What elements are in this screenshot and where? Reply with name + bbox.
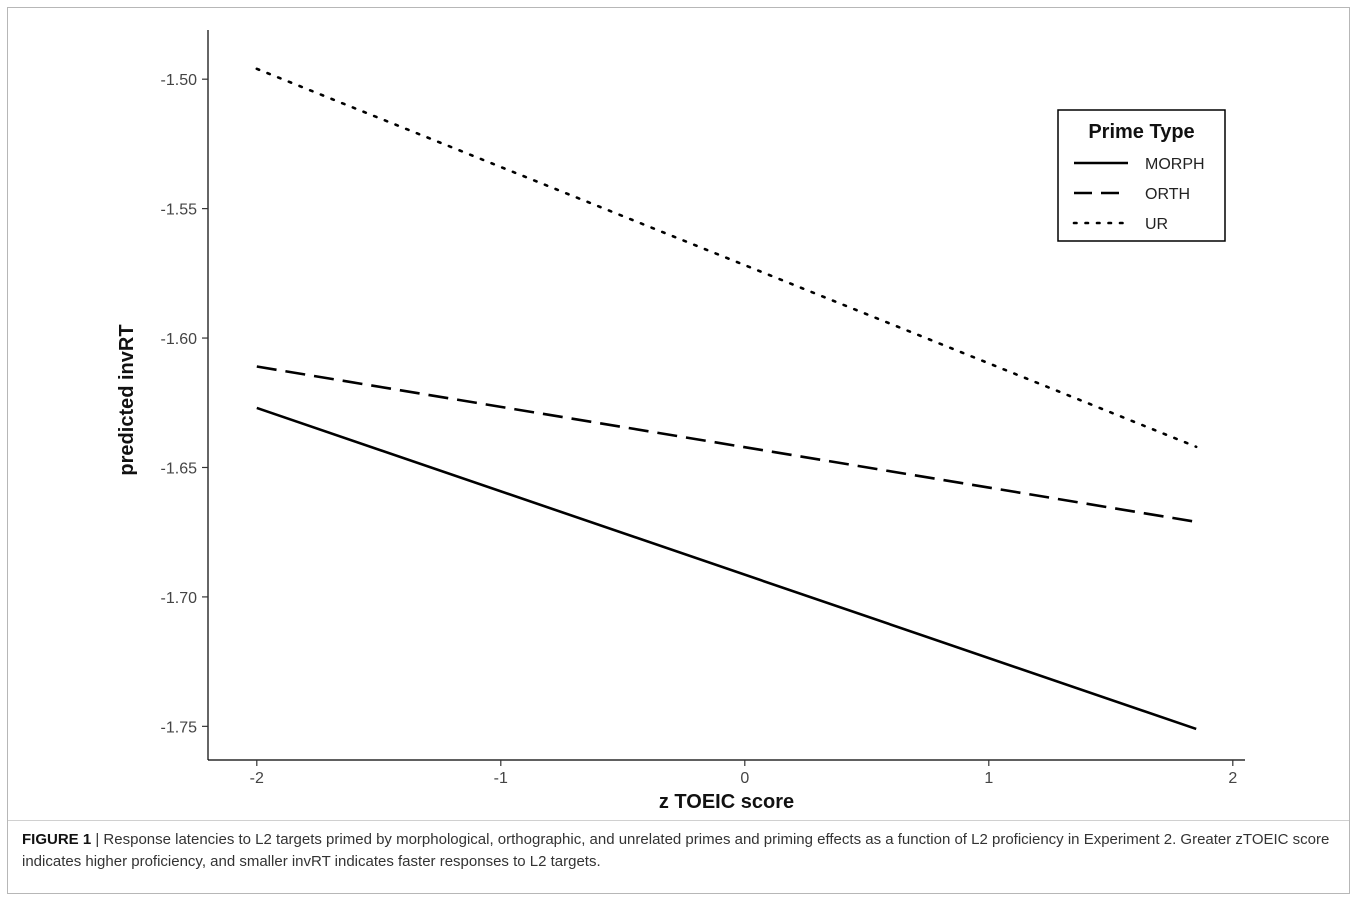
x-tick-label: 1 (984, 770, 993, 787)
legend-label-orth: ORTH (1145, 186, 1190, 203)
legend-box (1057, 109, 1226, 242)
y-tick-label: -1.65 (161, 460, 198, 477)
x-tick-label: -1 (494, 770, 508, 787)
y-tick-label: -1.50 (161, 72, 198, 89)
x-axis-ticks: -2 -1 0 1 2 (250, 760, 1237, 787)
y-axis-ticks: -1.50 -1.55 -1.60 -1.65 -1.70 -1.75 (161, 72, 208, 736)
figure-caption-text: Response latencies to L2 targets primed … (22, 831, 1330, 870)
figure-label: FIGURE 1 (22, 831, 92, 848)
y-tick-label: -1.60 (161, 331, 198, 348)
figure-frame (7, 7, 1350, 894)
series-line-morph (256, 406, 1197, 731)
series-line-orth (256, 365, 1197, 524)
legend-items: MORPH ORTH UR (1072, 156, 1205, 233)
x-axis-title: z TOEIC score (659, 791, 794, 813)
x-tick-label: 2 (1228, 770, 1237, 787)
y-tick-label: -1.55 (161, 202, 198, 219)
caption-divider (8, 820, 1349, 821)
legend-title: Prime Type (1088, 121, 1194, 143)
line-chart: -2 -1 0 1 2 -1.50 -1.55 -1.60 -1.65 -1.70 -1.75 z… (116, 30, 1245, 813)
legend-label-morph: MORPH (1145, 156, 1205, 173)
y-tick-label: -1.70 (161, 590, 198, 607)
series-lines (255, 67, 1198, 731)
chart-axes (207, 30, 1245, 761)
series-line-ur (255, 67, 1198, 449)
y-axis-title: predicted invRT (116, 324, 138, 475)
y-tick-label: -1.75 (161, 719, 198, 736)
figure-label-separator: | (91, 831, 104, 848)
chart-legend: Prime Type MORPH ORTH UR (1057, 109, 1226, 242)
x-tick-label: -2 (250, 770, 264, 787)
legend-label-ur: UR (1145, 216, 1168, 233)
x-tick-label: 0 (740, 770, 749, 787)
figure-caption: FIGURE 1 | Response latencies to L2 targ… (22, 829, 1332, 873)
